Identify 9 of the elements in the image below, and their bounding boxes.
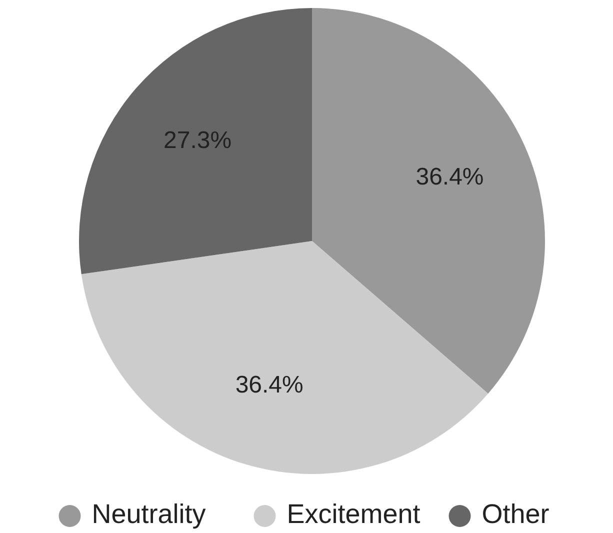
legend-label: Neutrality bbox=[92, 499, 206, 530]
legend-label: Other bbox=[482, 499, 550, 530]
pie-slice bbox=[312, 8, 545, 394]
data-label: 27.3% bbox=[164, 127, 232, 154]
pie-slice bbox=[81, 241, 488, 474]
data-label: 36.4% bbox=[235, 372, 304, 399]
data-label: 36.4% bbox=[416, 163, 484, 190]
legend-label: Excitement bbox=[286, 499, 421, 530]
pie-slice bbox=[79, 8, 312, 274]
